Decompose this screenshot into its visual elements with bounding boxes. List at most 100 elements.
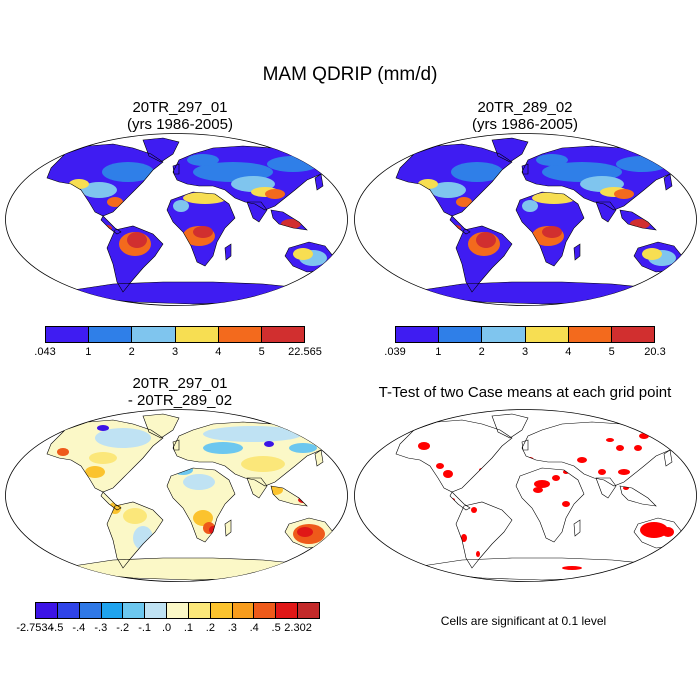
colorbar-swatch: [175, 327, 219, 342]
coastline-nz: [687, 265, 695, 279]
coastline-centralAmerica: [100, 215, 122, 235]
coastline-japan: [663, 449, 673, 467]
colorbar-swatch: [188, 603, 211, 618]
colorbar-tick-label: 2: [128, 346, 135, 358]
map-panel-1: [5, 133, 348, 306]
coastline-india: [595, 201, 617, 223]
coastline-northAmerica: [395, 143, 513, 217]
colorbar-tick-label: .1: [183, 622, 194, 634]
coastline-uk: [172, 163, 180, 175]
coastline-india: [246, 477, 268, 499]
colorbar-tick-label: .2: [205, 622, 215, 634]
coastline-centralAmerica: [100, 491, 122, 511]
coastline-madagascar: [573, 519, 581, 537]
colorbar-tick-label: 5: [608, 346, 615, 358]
colorbar-swatch: [101, 603, 124, 618]
colorbar-tick-label: .039: [384, 346, 406, 358]
coastline-seAsia: [619, 209, 657, 231]
colorbar-tick-label: -.5: [50, 622, 64, 634]
map-panel-3: [5, 409, 348, 582]
colorbar-tick-label: -.4: [72, 622, 86, 634]
colorbar-swatch: [57, 603, 80, 618]
coastline-japan: [663, 173, 673, 191]
colorbar-tick-label: 1: [435, 346, 442, 358]
coastline-uk: [521, 163, 529, 175]
coastline-india: [595, 477, 617, 499]
colorbar-tick-label: 2.302: [284, 622, 312, 634]
colorbar-tick-label: -.2: [116, 622, 130, 634]
colorbar-tick-label: 20.3: [644, 346, 666, 358]
colorbar-swatch: [611, 327, 655, 342]
colorbar-tick-label: 22.565: [288, 346, 322, 358]
colorbar-swatch: [396, 327, 440, 342]
colorbar-tick-label: .3: [227, 622, 237, 634]
coastline-nz: [338, 265, 346, 279]
coastline-northAmerica: [46, 419, 164, 493]
map-panel-2: [354, 133, 697, 306]
significance-note: Cells are significant at 0.1 level: [440, 614, 607, 628]
panel-1-title: 20TR_297_01 (yrs 1986-2005): [60, 99, 300, 133]
colorbar-swatch: [123, 603, 146, 618]
coastline-africa: [515, 467, 585, 543]
colorbar-tick-label: 3: [171, 346, 179, 358]
panel-1-title-line2: (yrs 1986-2005): [127, 116, 233, 133]
colorbar-swatch: [167, 603, 189, 618]
coastline-southAmerica: [106, 225, 164, 293]
coastlines: [46, 137, 346, 305]
colorbar-swatch: [79, 603, 102, 618]
colorbar-swatch: [276, 603, 299, 618]
colorbar-swatch: [439, 327, 483, 342]
colorbar-swatch: [298, 603, 319, 618]
colorbar-panel-2: [395, 326, 655, 343]
coastline-southAmerica: [455, 501, 513, 569]
colorbar-swatch: [145, 603, 168, 618]
colorbar-tick-label: .043: [34, 346, 56, 358]
colorbar-tick-label: .0: [161, 622, 172, 634]
coastline-japan: [314, 449, 324, 467]
colorbar-panel-1: [45, 326, 305, 343]
colorbar-tick-label: -2.7534: [16, 622, 54, 634]
colorbar-tick-label: 1: [85, 346, 92, 358]
colorbar-swatch: [218, 327, 262, 342]
colorbar-tick-label: 5: [258, 346, 265, 358]
panel-2-title-line2: (yrs 1986-2005): [472, 116, 578, 133]
coastline-southAmerica: [106, 501, 164, 569]
coastline-eurasia: [521, 421, 683, 487]
coastline-centralAmerica: [449, 491, 471, 511]
main-title: MAM QDRIP (mm/d): [262, 64, 438, 85]
coastline-seAsia: [270, 485, 308, 507]
panel-3-title-line1: 20TR_297_01: [132, 375, 228, 392]
colorbar-tick-label: 4: [565, 346, 572, 358]
colorbar-swatch: [568, 327, 612, 342]
coastline-madagascar: [224, 519, 232, 537]
colorbar-tick-label: 3: [521, 346, 529, 358]
coastline-seAsia: [619, 485, 657, 507]
panel-3-title-line2: - 20TR_289_02: [127, 392, 233, 409]
colorbar-tick-label: 2: [478, 346, 485, 358]
panel-3-title: 20TR_297_01 - 20TR_289_02: [60, 375, 300, 409]
coastline-centralAmerica: [449, 215, 471, 235]
colorbar-swatch: [482, 327, 526, 342]
coastline-madagascar: [573, 243, 581, 261]
coastline-madagascar: [224, 243, 232, 261]
panel-2-title-line1: 20TR_289_02: [477, 99, 573, 116]
coastline-seAsia: [270, 209, 308, 231]
coastline-africa: [166, 467, 236, 543]
coastline-africa: [515, 191, 585, 267]
colorbar-tick-label: -.1: [138, 622, 152, 634]
colorbar-swatch: [36, 603, 58, 618]
coastline-eurasia: [172, 421, 334, 487]
colorbar-swatch: [89, 327, 133, 342]
panel-4-title: T-Test of two Case means at each grid po…: [378, 384, 672, 401]
colorbar-tick-label: .4: [249, 622, 259, 634]
coastline-japan: [314, 173, 324, 191]
colorbar-tick-label: .5: [271, 622, 281, 634]
coastline-northAmerica: [46, 143, 164, 217]
coastline-india: [246, 201, 268, 223]
coastline-greenland: [491, 137, 529, 163]
map-panel-4: [354, 409, 697, 582]
coastline-greenland: [491, 413, 529, 439]
colorbar-swatch: [232, 603, 255, 618]
coastline-uk: [521, 439, 529, 451]
colorbar-tick-label: 4: [215, 346, 222, 358]
